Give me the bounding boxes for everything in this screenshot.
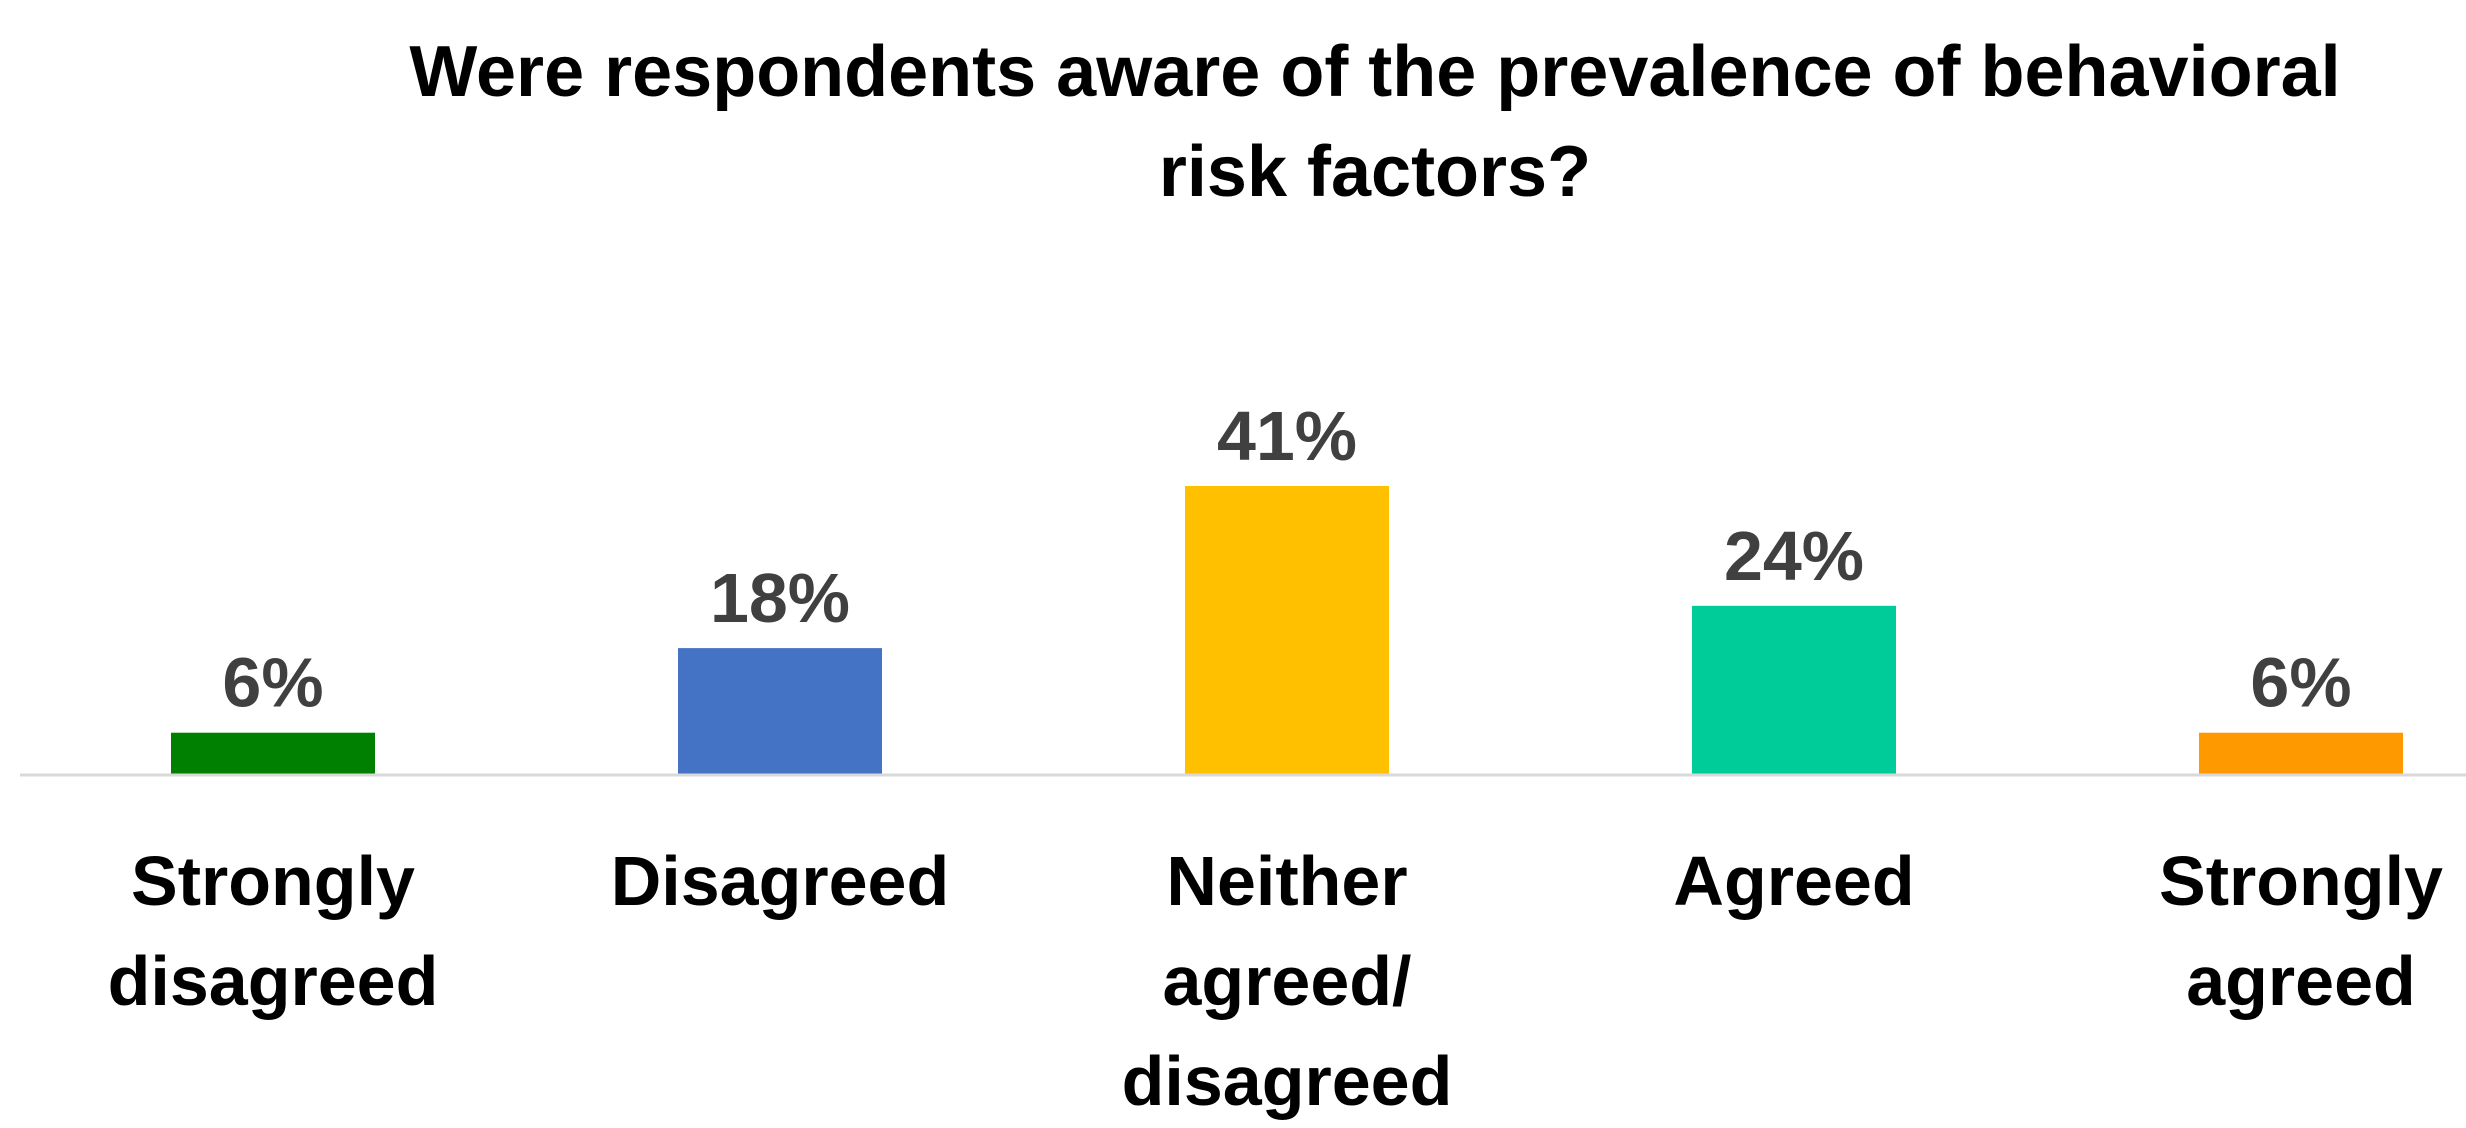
category-label-4-line-1: Agreed — [1673, 842, 1914, 920]
category-label-2-line-1: Disagreed — [611, 842, 949, 920]
data-label-3: 41% — [1217, 397, 1357, 475]
labels-layer: 6% Strongly disagreed 18% Disagreed 41% Neithe… — [108, 397, 2443, 1120]
category-label-1-line-2: disagreed — [108, 942, 439, 1020]
bar-2 — [678, 648, 882, 775]
category-label-1-line-1: Strongly — [131, 842, 415, 920]
data-label-4: 24% — [1724, 517, 1864, 595]
bar-3 — [1185, 486, 1389, 775]
data-label-1: 6% — [222, 644, 323, 722]
bars-layer — [171, 486, 2403, 775]
data-label-2: 18% — [710, 559, 850, 637]
data-label-5: 6% — [2250, 644, 2351, 722]
category-label-3-line-2: agreed/ — [1163, 942, 1412, 1020]
chart-title: Were respondents aware of the prevalence… — [409, 32, 2341, 212]
category-label-5-line-2: agreed — [2186, 942, 2416, 1020]
bar-1 — [171, 732, 375, 775]
category-label-3-line-1: Neither — [1166, 842, 1407, 920]
bar-4 — [1692, 605, 1896, 775]
bar-5 — [2199, 732, 2403, 775]
category-label-3-line-3: disagreed — [1122, 1042, 1453, 1120]
category-label-5-line-1: Strongly — [2159, 842, 2443, 920]
